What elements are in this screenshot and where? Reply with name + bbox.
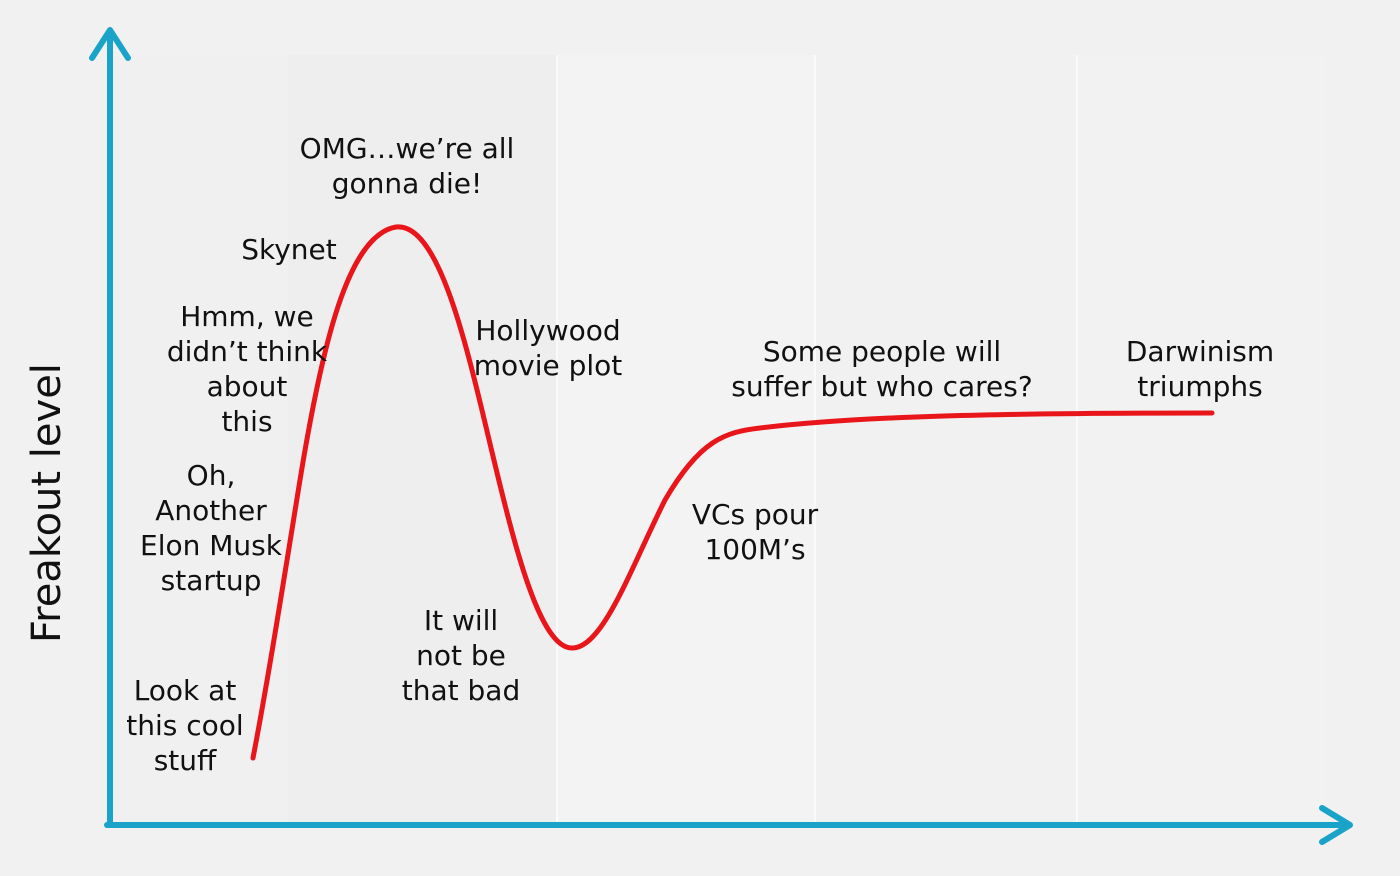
label-look-at-this-cool-stuff: Look at this cool stuff	[126, 674, 244, 777]
x-axis-arrowhead	[1319, 805, 1353, 845]
label-not-that-bad: It will not be that bad	[401, 604, 521, 707]
background-band	[288, 55, 556, 825]
band-separator	[556, 55, 558, 825]
label-some-people-suffer: Some people will suffer but who cares?	[731, 335, 1033, 403]
label-omg-gonna-die: OMG…we’re all gonna die!	[299, 132, 515, 200]
y-axis-label: Freakout level	[24, 363, 70, 643]
background-band	[1076, 55, 1326, 825]
background-band	[814, 55, 1076, 825]
label-skynet: Skynet	[241, 233, 337, 266]
band-separator	[1076, 55, 1078, 825]
hype-curve	[250, 224, 1215, 761]
label-darwinism-triumphs: Darwinism triumphs	[1125, 335, 1275, 403]
y-axis-arrowhead	[89, 27, 131, 61]
label-elon-musk-startup: Oh, Another Elon Musk startup	[140, 459, 282, 597]
label-didnt-think-about-this: Hmm, we didn’t think about this	[166, 300, 328, 438]
band-separator	[814, 55, 816, 825]
label-vcs-pour-100ms: VCs pour 100M’s	[691, 498, 819, 566]
background-band	[110, 55, 288, 825]
background-band	[556, 55, 814, 825]
label-hollywood-movie-plot: Hollywood movie plot	[473, 314, 623, 382]
